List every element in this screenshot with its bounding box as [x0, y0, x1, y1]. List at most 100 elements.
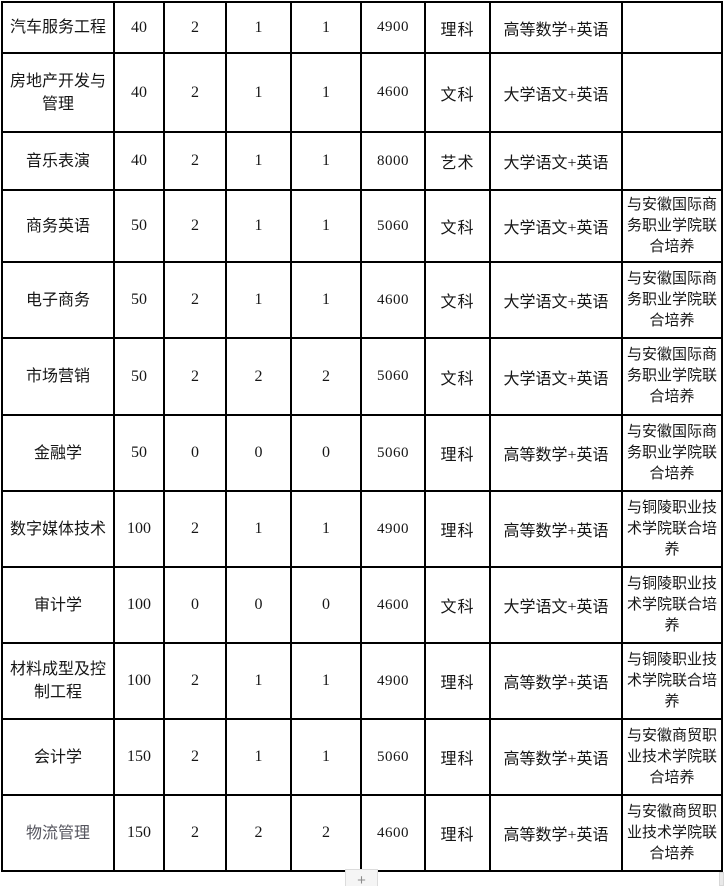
tuition-fee-cell: 4900 — [360, 642, 426, 720]
major-name-cell: 汽车服务工程 — [1, 1, 115, 54]
tuition-fee-cell: 4900 — [360, 1, 426, 54]
count-col-3-cell: 1 — [290, 490, 362, 568]
joint-training-note-cell: 与铜陵职业技术学院联合培养 — [621, 566, 723, 644]
joint-training-note-cell: 与安徽国际商务职业学院联合培养 — [621, 189, 723, 263]
major-name-cell: 数字媒体技术 — [1, 490, 115, 568]
plan-total-cell: 50 — [113, 261, 165, 339]
count-col-2-cell: 0 — [225, 566, 292, 644]
insert-row-button[interactable]: + — [345, 869, 378, 886]
plan-total-cell: 100 — [113, 642, 165, 720]
scrollbar-thumb-fragment[interactable] — [719, 872, 724, 886]
subject-category-cell: 文科 — [424, 261, 491, 339]
count-col-3-cell: 1 — [290, 718, 362, 796]
count-col-3-cell: 0 — [290, 566, 362, 644]
joint-training-note-cell: 与安徽商贸职业技术学院联合培养 — [621, 718, 723, 796]
exam-subjects-cell: 高等数学+英语 — [489, 794, 623, 872]
count-col-3-cell: 2 — [290, 337, 362, 416]
joint-training-note-cell: 与安徽国际商务职业学院联合培养 — [621, 337, 723, 416]
plan-total-cell: 40 — [113, 131, 165, 191]
count-col-2-cell: 1 — [225, 642, 292, 720]
major-name-cell: 材料成型及控制工程 — [1, 642, 115, 720]
count-col-2-cell: 1 — [225, 261, 292, 339]
joint-training-note-cell — [621, 52, 723, 133]
table-row: 房地产开发与管理 40 2 1 1 4600 文科 大学语文+英语 — [1, 52, 723, 133]
count-col-2-cell: 2 — [225, 337, 292, 416]
plan-total-cell: 150 — [113, 794, 165, 872]
tuition-fee-cell: 4600 — [360, 52, 426, 133]
plan-total-cell: 50 — [113, 414, 165, 492]
count-col-2-cell: 1 — [225, 490, 292, 568]
exam-subjects-cell: 大学语文+英语 — [489, 189, 623, 263]
major-name-cell: 会计学 — [1, 718, 115, 796]
subject-category-cell: 理科 — [424, 718, 491, 796]
joint-training-note-cell: 与铜陵职业技术学院联合培养 — [621, 490, 723, 568]
table-row: 材料成型及控制工程 100 2 1 1 4900 理科 高等数学+英语 与铜陵职业技术学院联合培… — [1, 642, 723, 720]
major-name-cell: 审计学 — [1, 566, 115, 644]
plan-total-cell: 100 — [113, 566, 165, 644]
count-col-2-cell: 1 — [225, 1, 292, 54]
table-row: 电子商务 50 2 1 1 4600 文科 大学语文+英语 与安徽国际商务职业学院联合培养 — [1, 261, 723, 339]
exam-subjects-cell: 高等数学+英语 — [489, 718, 623, 796]
subject-category-cell: 理科 — [424, 794, 491, 872]
count-col-2-cell: 1 — [225, 131, 292, 191]
table-row: 数字媒体技术 100 2 1 1 4900 理科 高等数学+英语 与铜陵职业技术学院联合培养 — [1, 490, 723, 568]
count-col-3-cell: 1 — [290, 261, 362, 339]
tuition-fee-cell: 5060 — [360, 189, 426, 263]
subject-category-cell: 理科 — [424, 490, 491, 568]
subject-category-cell: 文科 — [424, 566, 491, 644]
admissions-table-body: 汽车服务工程 40 2 1 1 4900 理科 高等数学+英语 房地产开发与管理 40 2 1 1 460… — [1, 1, 723, 872]
count-col-3-cell: 1 — [290, 52, 362, 133]
table-row: 金融学 50 0 0 0 5060 理科 高等数学+英语 与安徽国际商务职业学院联合培养 — [1, 414, 723, 492]
subject-category-cell: 文科 — [424, 189, 491, 263]
exam-subjects-cell: 高等数学+英语 — [489, 1, 623, 54]
admissions-table: 汽车服务工程 40 2 1 1 4900 理科 高等数学+英语 房地产开发与管理 40 2 1 1 460… — [1, 1, 723, 872]
count-col-3-cell: 1 — [290, 1, 362, 54]
tuition-fee-cell: 8000 — [360, 131, 426, 191]
plan-total-cell: 50 — [113, 337, 165, 416]
subject-category-cell: 文科 — [424, 337, 491, 416]
count-col-1-cell: 2 — [163, 642, 227, 720]
table-row: 会计学 150 2 1 1 5060 理科 高等数学+英语 与安徽商贸职业技术学院联合培养 — [1, 718, 723, 796]
plan-total-cell: 40 — [113, 1, 165, 54]
tuition-fee-cell: 4600 — [360, 566, 426, 644]
table-row: 商务英语 50 2 1 1 5060 文科 大学语文+英语 与安徽国际商务职业学院联合培养 — [1, 189, 723, 263]
table-row: 汽车服务工程 40 2 1 1 4900 理科 高等数学+英语 — [1, 1, 723, 54]
count-col-1-cell: 2 — [163, 131, 227, 191]
exam-subjects-cell: 高等数学+英语 — [489, 490, 623, 568]
count-col-3-cell: 1 — [290, 131, 362, 191]
table-row: 音乐表演 40 2 1 1 8000 艺术 大学语文+英语 — [1, 131, 723, 191]
count-col-1-cell: 2 — [163, 52, 227, 133]
count-col-1-cell: 2 — [163, 794, 227, 872]
exam-subjects-cell: 大学语文+英语 — [489, 261, 623, 339]
subject-category-cell: 艺术 — [424, 131, 491, 191]
exam-subjects-cell: 大学语文+英语 — [489, 52, 623, 133]
subject-category-cell: 理科 — [424, 642, 491, 720]
major-name-cell: 物流管理 — [1, 794, 115, 872]
major-name-cell: 金融学 — [1, 414, 115, 492]
count-col-2-cell: 0 — [225, 414, 292, 492]
plan-total-cell: 50 — [113, 189, 165, 263]
tuition-fee-cell: 5060 — [360, 718, 426, 796]
count-col-1-cell: 2 — [163, 337, 227, 416]
subject-category-cell: 理科 — [424, 414, 491, 492]
major-name-cell: 商务英语 — [1, 189, 115, 263]
subject-category-cell: 理科 — [424, 1, 491, 54]
subject-category-cell: 文科 — [424, 52, 491, 133]
major-name-cell: 电子商务 — [1, 261, 115, 339]
count-col-2-cell: 1 — [225, 718, 292, 796]
exam-subjects-cell: 大学语文+英语 — [489, 131, 623, 191]
count-col-1-cell: 2 — [163, 490, 227, 568]
joint-training-note-cell: 与安徽商贸职业技术学院联合培养 — [621, 794, 723, 872]
tuition-fee-cell: 5060 — [360, 337, 426, 416]
major-name-cell: 音乐表演 — [1, 131, 115, 191]
exam-subjects-cell: 高等数学+英语 — [489, 642, 623, 720]
tuition-fee-cell: 4600 — [360, 261, 426, 339]
table-row: 物流管理 150 2 2 2 4600 理科 高等数学+英语 与安徽商贸职业技术学院联合培养 — [1, 794, 723, 872]
count-col-2-cell: 2 — [225, 794, 292, 872]
exam-subjects-cell: 大学语文+英语 — [489, 337, 623, 416]
count-col-1-cell: 2 — [163, 189, 227, 263]
count-col-1-cell: 0 — [163, 566, 227, 644]
count-col-3-cell: 1 — [290, 189, 362, 263]
table-row: 审计学 100 0 0 0 4600 文科 大学语文+英语 与铜陵职业技术学院联合培养 — [1, 566, 723, 644]
joint-training-note-cell: 与铜陵职业技术学院联合培养 — [621, 642, 723, 720]
